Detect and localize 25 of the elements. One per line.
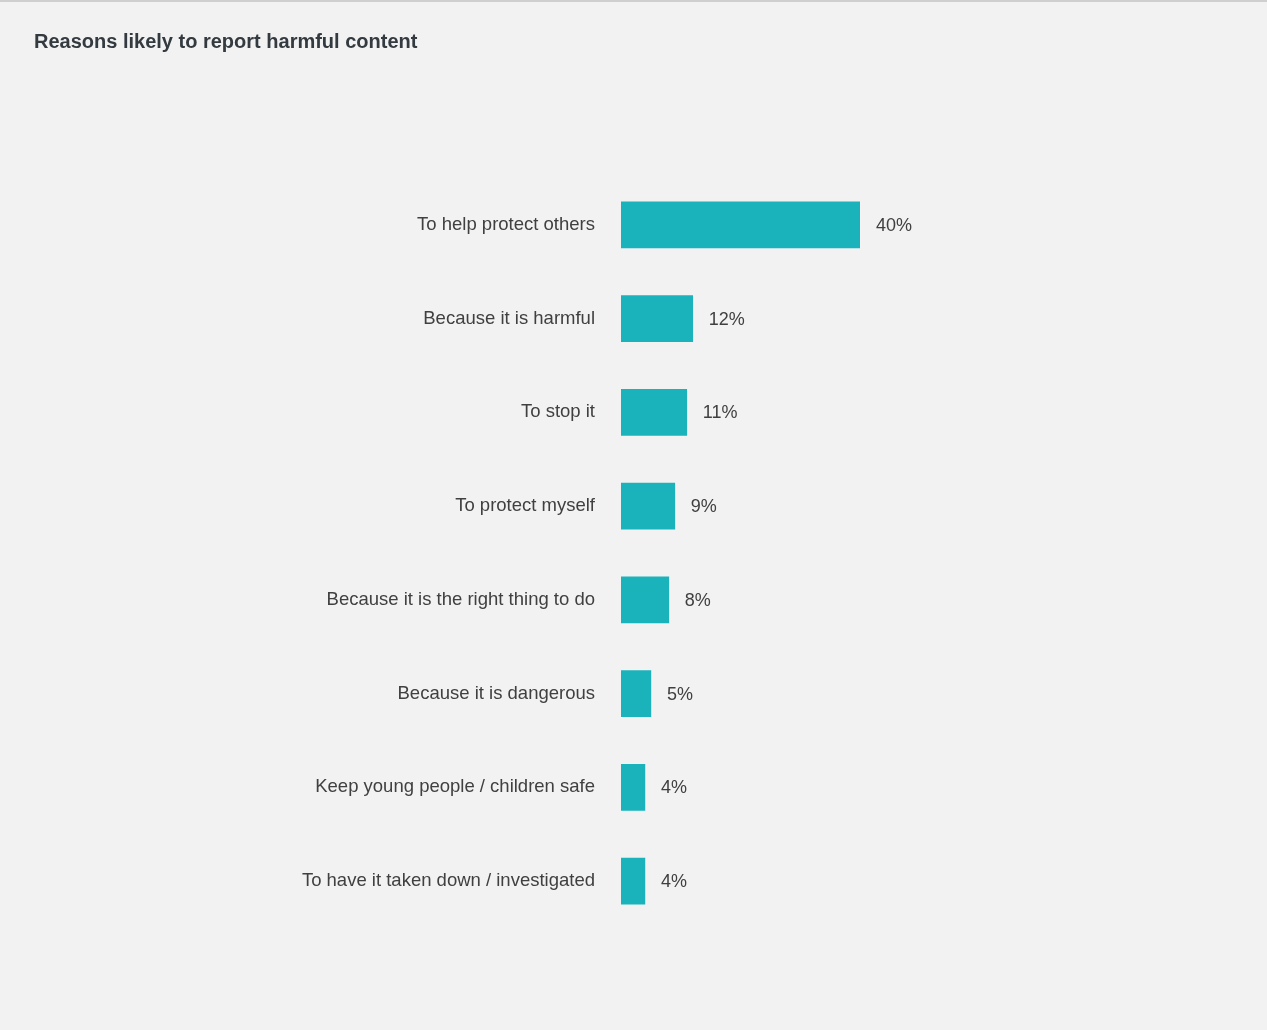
y-tick-label: To stop it [520,400,595,422]
bar [621,201,860,249]
data-label: 12% [708,308,745,329]
data-label: 4% [660,871,687,892]
y-tick-label: Because it is the right thing to do [326,587,595,609]
y-tick-label: Because it is harmful [423,306,595,328]
bar [621,764,646,811]
bar [621,482,676,530]
text: Reasons likely to report harmful content [34,30,418,53]
bar [621,389,688,436]
y-tick-label: Because it is dangerous [397,681,595,703]
data-label: 5% [666,683,693,704]
y-tick-label: To protect myself [455,494,596,516]
data-label: 4% [660,777,687,798]
data-label: 40% [876,214,913,235]
y-tick-label: To help protect others [417,212,595,234]
bar [621,857,646,905]
bar [621,670,652,717]
data-label: 11% [702,402,738,423]
bar [621,576,670,624]
bar [621,295,694,342]
data-label: 8% [684,589,711,610]
y-tick-label: Keep young people / children safe [315,775,595,797]
data-label: 9% [690,496,717,517]
y-tick-label: To have it taken down / investigated [301,869,595,891]
